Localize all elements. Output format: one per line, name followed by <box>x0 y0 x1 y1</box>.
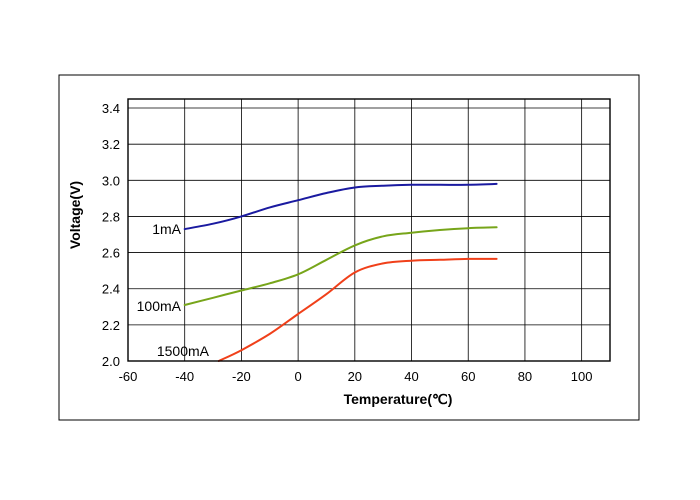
y-tick-label: 2.6 <box>102 246 120 261</box>
y-axis-title: Voltage(V) <box>67 181 83 249</box>
x-tick-label: -60 <box>119 369 138 384</box>
y-tick-label: 3.2 <box>102 137 120 152</box>
x-tick-label: 100 <box>571 369 593 384</box>
x-tick-label: 80 <box>518 369 532 384</box>
outer-frame <box>58 74 640 421</box>
y-tick-label: 2.4 <box>102 282 120 297</box>
x-tick-label: 0 <box>295 369 302 384</box>
y-tick-label: 2.0 <box>102 354 120 369</box>
x-tick-labels: -60 -40 -20 0 20 40 60 80 100 <box>119 369 593 384</box>
series-label: 1500mA <box>157 343 210 359</box>
series-label: 100mA <box>137 298 182 314</box>
series-line-1mA <box>183 182 498 231</box>
y-tick-label: 3.0 <box>102 173 120 188</box>
series-line-100mA <box>183 226 498 306</box>
series-lines <box>183 182 498 362</box>
x-axis-title: Temperature(℃) <box>344 391 453 407</box>
y-tick-label: 2.2 <box>102 318 120 333</box>
x-tick-label: -20 <box>232 369 251 384</box>
y-tick-label: 2.8 <box>102 209 120 224</box>
y-tick-label: 3.4 <box>102 101 120 116</box>
series-label: 1mA <box>152 221 181 237</box>
grid <box>127 99 610 362</box>
x-tick-label: -40 <box>175 369 194 384</box>
series-labels: 1mA 100mA 1500mA <box>137 221 210 359</box>
plot-area-border <box>127 98 611 362</box>
series-line-1500mA <box>217 257 498 362</box>
x-tick-label: 20 <box>348 369 362 384</box>
y-tick-labels: 2.0 2.2 2.4 2.6 2.8 3.0 3.2 3.4 <box>102 101 120 369</box>
x-tick-label: 60 <box>461 369 475 384</box>
x-tick-label: 40 <box>404 369 418 384</box>
